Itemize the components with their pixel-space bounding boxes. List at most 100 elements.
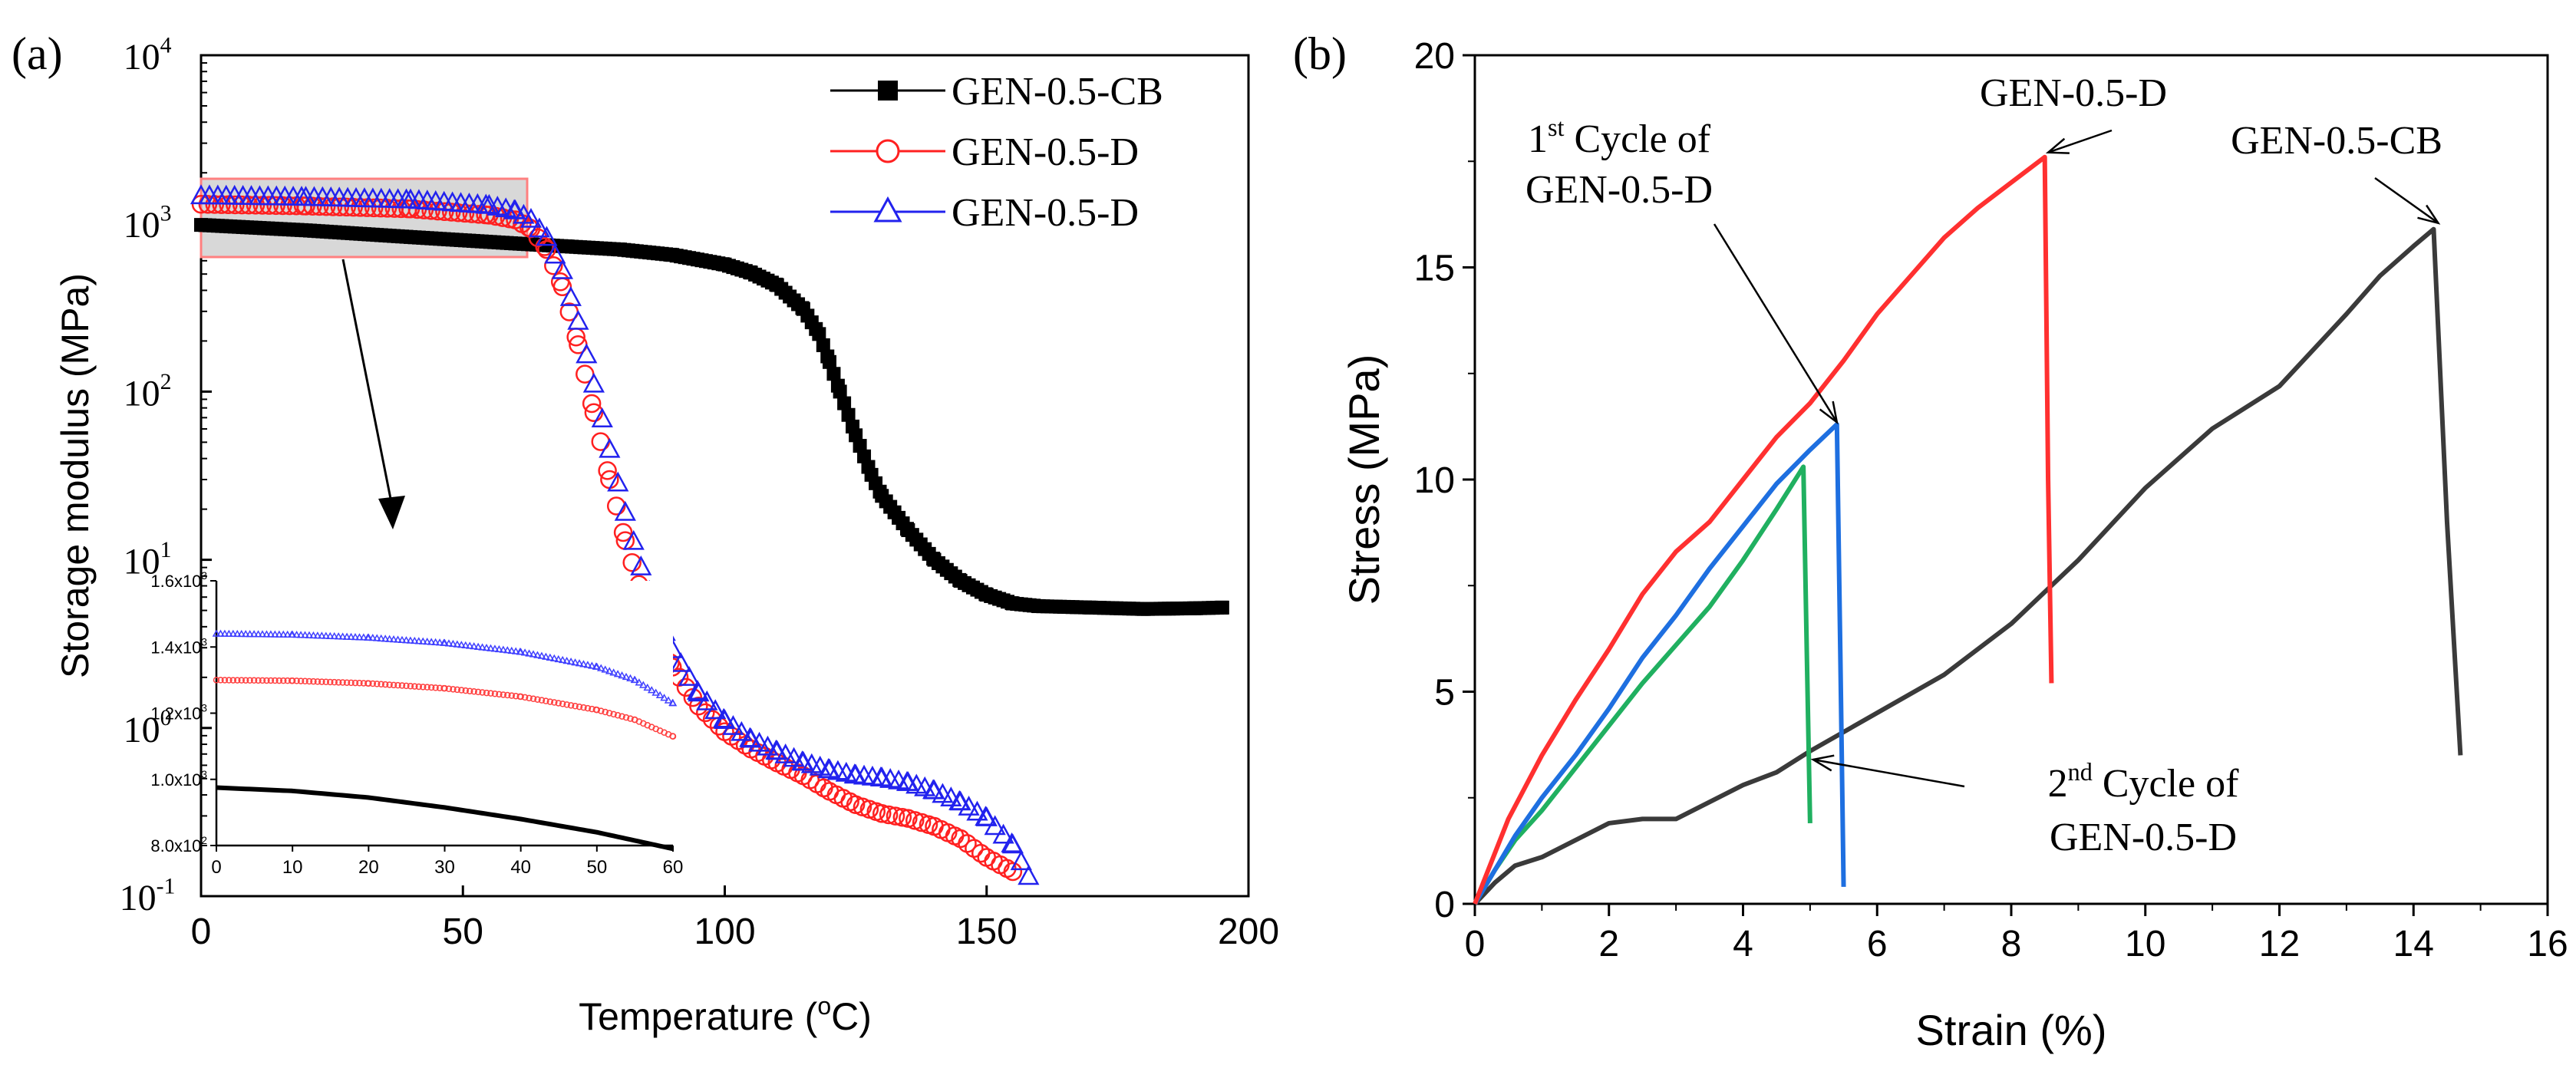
data-point xyxy=(582,372,605,393)
inset-point xyxy=(280,677,287,684)
inset-point xyxy=(359,633,368,641)
inset-point xyxy=(579,660,588,668)
inset-point xyxy=(643,683,652,691)
inset-point xyxy=(483,689,490,697)
inset-point xyxy=(386,681,393,688)
y-tick-label: 100 xyxy=(124,705,172,750)
data-point xyxy=(695,703,715,723)
inset-y-tick-label: 1.6x103 xyxy=(150,570,207,591)
inset-x-tick-label: 0 xyxy=(211,857,221,878)
inset-point xyxy=(470,688,477,695)
panel-b-series xyxy=(1473,154,2463,906)
inset-point xyxy=(474,688,482,696)
inset-point xyxy=(542,652,550,660)
inset-point xyxy=(330,631,339,640)
inset-point xyxy=(563,701,570,708)
y-tick-label: 101 xyxy=(124,537,172,582)
panel-b-y-axis-label: Stress (MPa) xyxy=(1340,354,1388,605)
inset-point xyxy=(241,629,250,638)
y-tick-label: 10 xyxy=(1414,460,1455,501)
x-tick-label: 0 xyxy=(1465,924,1486,964)
inset-point xyxy=(554,654,563,663)
inset-point xyxy=(242,677,249,684)
panel-a-x-axis-label: Temperature (oC) xyxy=(579,992,872,1038)
inset-point xyxy=(529,695,537,703)
inset-point xyxy=(220,629,229,637)
inset-point xyxy=(310,677,317,685)
inset-point xyxy=(216,629,225,637)
data-point xyxy=(966,800,988,821)
data-point xyxy=(455,203,475,223)
inset-point xyxy=(225,629,233,637)
inset-point xyxy=(229,629,238,638)
inset-point xyxy=(398,682,406,689)
inset-point xyxy=(427,684,435,691)
inset-point xyxy=(258,630,267,638)
annotation-gen-0-5-cb-arrow xyxy=(2374,176,2439,224)
inset-point xyxy=(647,686,656,694)
series-0 xyxy=(194,218,1229,616)
x-tick-label: 10 xyxy=(2125,924,2165,964)
inset-point xyxy=(343,679,351,686)
inset-point xyxy=(613,670,622,677)
y-tick-label: 10-1 xyxy=(120,873,176,918)
inset-point xyxy=(411,636,419,644)
inset-point xyxy=(479,689,486,696)
legend-label: GEN-0.5-D xyxy=(952,130,1139,174)
inset-point xyxy=(465,641,474,649)
annotation-first-cycle-arrow-head xyxy=(1819,401,1839,425)
data-point xyxy=(622,529,645,550)
inset-point xyxy=(238,677,245,684)
inset-point xyxy=(305,631,314,638)
inset-point xyxy=(355,633,364,641)
inset-point xyxy=(364,633,373,641)
data-point xyxy=(504,199,526,219)
inset-point xyxy=(651,688,660,696)
data-point xyxy=(606,496,626,516)
inset-series-0 xyxy=(216,785,674,852)
data-point xyxy=(696,690,718,710)
data-point xyxy=(984,815,1006,836)
inset-point xyxy=(622,714,630,721)
inset-point xyxy=(618,671,626,679)
data-point xyxy=(559,286,582,306)
inset-point xyxy=(466,687,473,694)
x-tick-label: 4 xyxy=(1733,924,1753,964)
inset-x-tick-label: 60 xyxy=(663,857,684,878)
inset-point xyxy=(495,644,503,653)
inset-point xyxy=(592,662,602,670)
inset-point xyxy=(394,681,401,689)
data-point xyxy=(853,439,867,453)
panel-a-zoom-arrow xyxy=(341,259,394,511)
data-point xyxy=(731,720,753,741)
inset-point xyxy=(275,677,283,684)
inset-x-tick-label: 30 xyxy=(434,857,455,878)
data-point xyxy=(544,255,563,275)
inset-point xyxy=(543,697,549,704)
data-point xyxy=(714,709,736,729)
annotation-first-cycle: 1st Cycle of xyxy=(1528,114,1711,161)
annotation-second-cycle: 2nd Cycle of xyxy=(2048,758,2240,806)
legend-marker xyxy=(878,81,898,101)
x-tick-label: 200 xyxy=(1218,912,1279,952)
annotation-gen-0-5-d-arrow xyxy=(2047,129,2113,153)
y-tick-label: 5 xyxy=(1434,673,1455,714)
inset-point xyxy=(263,677,270,684)
inset-point xyxy=(289,677,296,684)
data-point xyxy=(857,449,872,463)
inset-point xyxy=(593,706,601,714)
data-point xyxy=(833,384,847,399)
inset-point xyxy=(296,631,305,638)
inset-point xyxy=(596,664,605,671)
inset-point xyxy=(631,675,639,684)
annotation-second-cycle-arrow xyxy=(1812,758,1965,788)
inset-point xyxy=(601,665,610,673)
data-point xyxy=(1010,850,1032,871)
inset-point xyxy=(378,681,384,688)
data-point xyxy=(364,198,384,218)
inset-point xyxy=(626,674,635,682)
inset-point xyxy=(550,654,559,662)
inset-point xyxy=(327,678,334,686)
inset-point xyxy=(411,683,418,690)
data-point xyxy=(722,714,744,735)
